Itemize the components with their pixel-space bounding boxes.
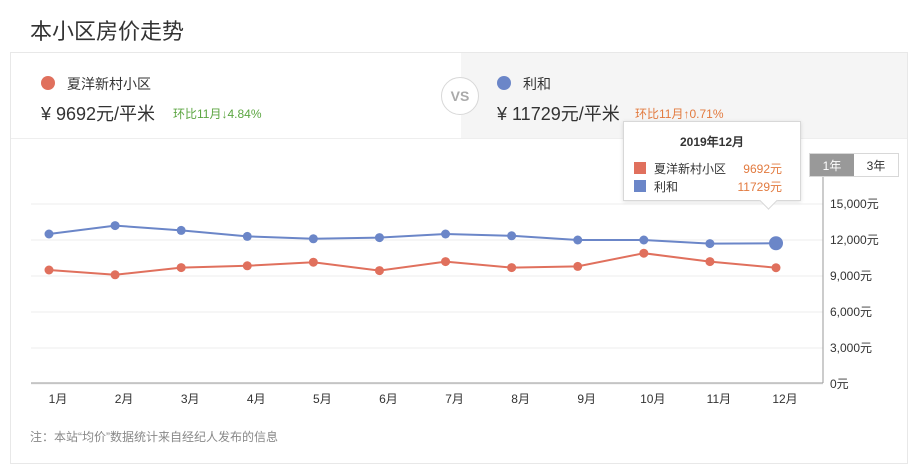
tooltip-series-value: 11729元 <box>737 180 782 194</box>
tab-3-years[interactable]: 3年 <box>854 154 898 176</box>
data-point <box>242 261 252 271</box>
left-community-card: 夏洋新村小区 ¥ 9692元/平米 环比11月↓4.84% <box>11 53 461 138</box>
data-point <box>705 239 715 249</box>
data-point <box>374 266 384 276</box>
data-point <box>110 270 120 280</box>
data-source-footnote: 注：本站“均价”数据统计来自经纪人发布的信息 <box>30 430 278 444</box>
chart-tooltip: 2019年12月 夏洋新村小区 9692元 利和 11729元 <box>623 121 801 201</box>
x-tick-label: 12月 <box>772 392 797 406</box>
price-line-chart: 15,000元 12,000元 9,000元 6,000元 3,000元 0元 1月 2月 3月… <box>31 159 879 406</box>
y-tick-label: 12,000元 <box>830 233 879 247</box>
tooltip-row: 夏洋新村小区 9692元 <box>634 160 794 176</box>
comparison-header: 夏洋新村小区 ¥ 9692元/平米 环比11月↓4.84% 利和 ¥ 11729… <box>11 53 907 139</box>
price-trend-panel: 夏洋新村小区 ¥ 9692元/平米 环比11月↓4.84% 利和 ¥ 11729… <box>10 52 908 464</box>
vs-badge: VS <box>441 77 479 115</box>
y-tick-label: 3,000元 <box>830 341 872 355</box>
y-tick-label: 15,000元 <box>830 197 879 211</box>
data-point <box>242 231 252 241</box>
data-point <box>176 263 186 273</box>
period-tabs: 1年 3年 <box>809 153 899 177</box>
tooltip-swatch <box>634 162 646 174</box>
left-community-price: ¥ 9692元/平米 <box>41 104 156 124</box>
tab-1-year[interactable]: 1年 <box>810 154 854 176</box>
x-tick-label: 6月 <box>379 392 398 406</box>
x-tick-label: 10月 <box>640 392 665 406</box>
data-point <box>441 229 451 239</box>
page-title: 本小区房价走势 <box>30 19 185 44</box>
series-line <box>48 252 777 276</box>
tooltip-row: 利和 11729元 <box>634 178 794 194</box>
data-point <box>769 236 783 251</box>
x-tick-label: 7月 <box>445 392 464 406</box>
data-point <box>507 263 517 273</box>
x-tick-label: 9月 <box>577 392 596 406</box>
series-line <box>48 224 777 245</box>
tooltip-series-name: 利和 <box>654 180 679 194</box>
x-tick-label: 11月 <box>707 392 731 406</box>
right-series-dot-icon <box>497 76 511 90</box>
right-community-name: 利和 <box>523 76 551 92</box>
right-community-price: ¥ 11729元/平米 <box>497 104 620 124</box>
x-tick-label: 1月 <box>49 392 68 406</box>
data-point <box>374 233 384 243</box>
data-point <box>308 257 318 267</box>
data-point <box>441 257 451 267</box>
x-tick-label: 2月 <box>115 392 134 406</box>
tooltip-series-name: 夏洋新村小区 <box>654 162 727 176</box>
right-community-change: 环比11月↑0.71% <box>635 107 724 121</box>
tooltip-swatch <box>634 180 646 192</box>
data-point <box>507 231 517 241</box>
data-point <box>44 229 54 239</box>
data-point <box>639 248 649 258</box>
left-community-name: 夏洋新村小区 <box>67 76 151 92</box>
x-tick-label: 3月 <box>181 392 200 406</box>
data-point <box>573 235 583 245</box>
y-tick-label: 6,000元 <box>830 305 872 319</box>
left-series-dot-icon <box>41 76 55 90</box>
x-tick-label: 5月 <box>313 392 332 406</box>
data-point <box>176 225 186 235</box>
left-community-change: 环比11月↓4.84% <box>173 107 262 121</box>
data-point <box>573 261 583 271</box>
tooltip-series-value: 9692元 <box>743 162 782 176</box>
y-tick-label: 9,000元 <box>830 269 872 283</box>
data-point <box>705 257 715 267</box>
y-tick-label: 0元 <box>830 377 849 391</box>
data-point <box>639 235 649 245</box>
x-tick-label: 4月 <box>247 392 266 406</box>
data-point <box>308 234 318 244</box>
data-point <box>771 263 781 273</box>
x-tick-label: 8月 <box>511 392 530 406</box>
data-point <box>110 221 120 231</box>
tooltip-title: 2019年12月 <box>679 135 745 149</box>
data-point <box>44 265 54 275</box>
